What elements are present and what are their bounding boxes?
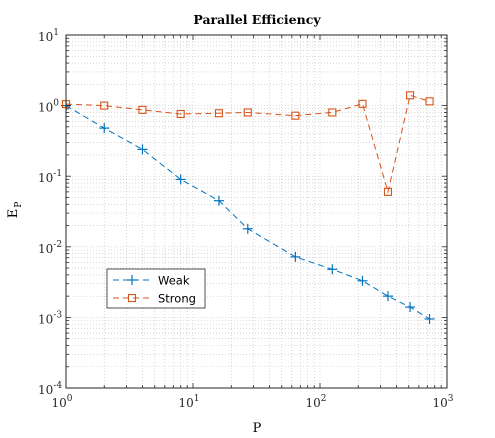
x-axis-label: P [253,421,262,436]
y-tick-label: 10-3 [38,310,62,326]
y-tick-base: 10 [38,171,53,185]
x-tick-label: 101 [178,394,199,410]
series-layer [61,91,435,324]
data-point-weak [424,313,435,324]
x-tick-base: 10 [178,396,193,410]
data-point-strong [291,111,300,120]
y-axis-label-main: E [6,209,21,219]
y-tick-label: 10-4 [38,381,62,397]
data-point-weak [175,174,186,185]
y-tick-exponent: 1 [53,28,59,38]
y-tick-base: 10 [38,30,53,44]
legend-marker-weak [127,275,137,285]
y-tick-base: 10 [38,101,53,115]
series-line-strong [65,94,430,194]
y-tick-label: 101 [38,28,59,44]
y-tick-label: 100 [38,99,59,115]
data-point-strong [358,99,367,108]
data-point-strong [138,105,147,114]
data-point-strong [383,187,393,196]
legend-marker-strong [127,293,137,303]
x-tick-base: 10 [305,396,320,410]
x-tick-exponent: 0 [67,394,73,404]
data-point-strong [425,97,434,106]
data-point-strong [176,109,185,119]
series-line-weak [65,105,430,320]
y-axis-label: EP [6,202,24,219]
x-tick-base: 10 [432,396,447,410]
series-strong [61,91,434,196]
data-point-strong [406,91,415,100]
x-tick-exponent: 1 [194,394,200,404]
legend-label-strong: Strong [158,292,196,306]
x-tick-label: 100 [51,394,72,410]
y-axis-label-subscript: P [14,202,24,208]
data-point-weak [213,195,224,206]
data-point-strong [100,101,109,110]
legend-label-weak: Weak [158,274,190,288]
y-tick-label: 10-2 [38,240,62,256]
x-tick-base: 10 [51,396,66,410]
data-point-weak [137,144,148,155]
y-tick-base: 10 [38,312,53,326]
data-point-weak [357,275,368,286]
data-point-weak [242,223,253,234]
data-point-weak [327,264,338,275]
data-point-weak [382,291,393,302]
x-tick-exponent: 2 [321,394,327,404]
y-tick-label: 10-1 [38,169,62,185]
axes-box [65,34,448,389]
y-tick-base: 10 [38,383,53,397]
y-axis-label-group: EP [6,202,24,219]
x-tick-labels: 100 101 102 103 [51,394,453,410]
y-tick-exponent: -1 [53,169,62,179]
x-tick-label: 103 [432,394,453,410]
chart-title: Parallel Efficiency [193,12,321,27]
y-tick-exponent: -4 [53,381,62,391]
data-point-weak [290,251,301,262]
y-tick-exponent: -3 [53,310,62,320]
x-tick-label: 102 [305,394,326,410]
legend: Weak Strong [106,268,206,309]
data-point-weak [405,302,416,313]
plot-area [66,35,447,388]
legend-box [106,268,206,309]
x-tick-exponent: 3 [448,394,454,404]
y-tick-exponent: -2 [53,240,62,250]
tick-marks [65,34,448,389]
data-point-strong [328,108,337,117]
y-tick-base: 10 [38,242,53,256]
data-point-strong [214,109,223,118]
data-point-weak [99,123,110,134]
data-point-strong [243,108,252,117]
y-tick-exponent: 0 [53,99,59,109]
